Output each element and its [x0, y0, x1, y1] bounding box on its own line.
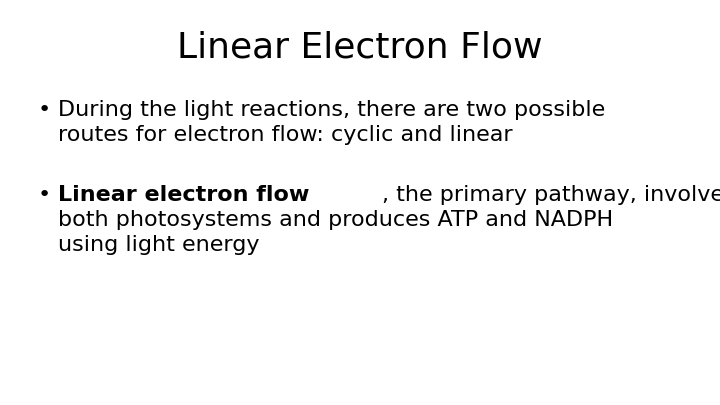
Text: Linear Electron Flow: Linear Electron Flow: [177, 30, 543, 64]
Text: both photosystems and produces ATP and NADPH: both photosystems and produces ATP and N…: [58, 210, 613, 230]
Text: routes for electron flow: cyclic and linear: routes for electron flow: cyclic and lin…: [58, 125, 513, 145]
Text: using light energy: using light energy: [58, 234, 259, 255]
Text: , the primary pathway, involves: , the primary pathway, involves: [382, 185, 720, 205]
Text: During the light reactions, there are two possible: During the light reactions, there are tw…: [58, 100, 606, 120]
Text: •: •: [38, 100, 51, 120]
Text: Linear electron flow: Linear electron flow: [58, 185, 310, 205]
Text: •: •: [38, 185, 51, 205]
